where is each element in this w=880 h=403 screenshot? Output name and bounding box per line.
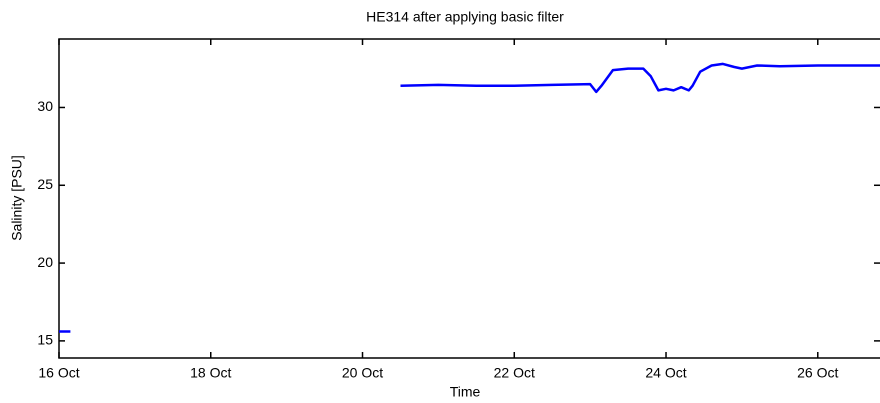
y-tick-label: 30	[37, 98, 53, 114]
x-tick-label: 20 Oct	[342, 365, 383, 381]
y-tick-label: 15	[37, 332, 53, 348]
x-axis-label: Time	[450, 384, 481, 400]
y-tick-label: 25	[37, 176, 53, 192]
x-tick-label: 24 Oct	[645, 365, 686, 381]
chart-title: HE314 after applying basic filter	[366, 9, 564, 25]
x-tick-label: 26 Oct	[797, 365, 838, 381]
x-tick-label: 22 Oct	[494, 365, 535, 381]
plot-frame	[58, 38, 880, 359]
x-tick-label: 16 Oct	[38, 365, 79, 381]
y-axis-label: Salinity [PSU]	[9, 155, 25, 241]
x-tick-label: 18 Oct	[190, 365, 231, 381]
y-tick-label: 20	[37, 254, 53, 270]
data-line	[59, 62, 880, 333]
